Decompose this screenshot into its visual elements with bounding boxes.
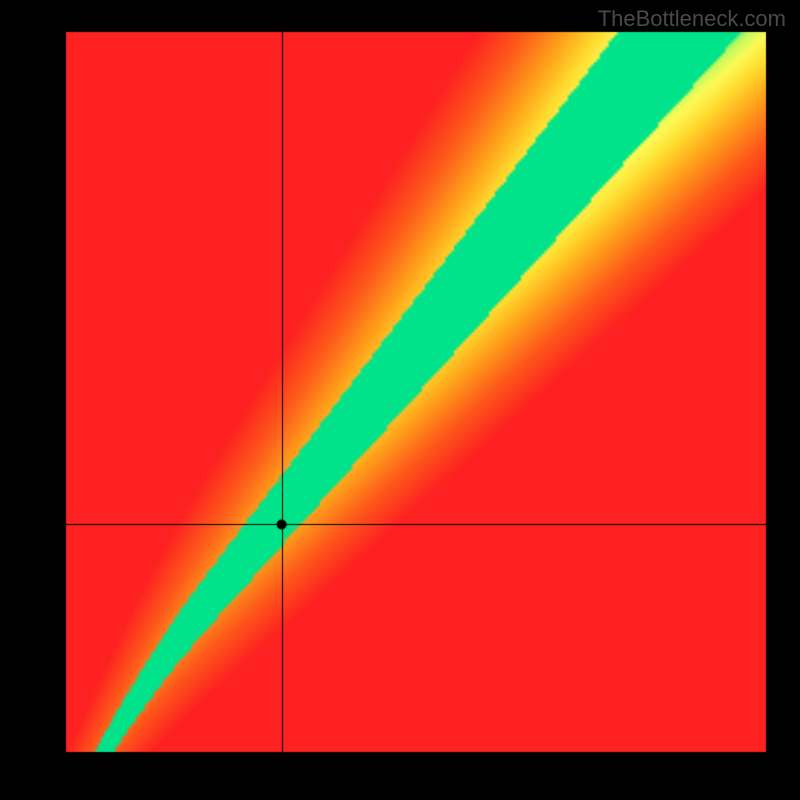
bottleneck-heatmap bbox=[0, 0, 800, 800]
watermark-text: TheBottleneck.com bbox=[598, 6, 786, 32]
